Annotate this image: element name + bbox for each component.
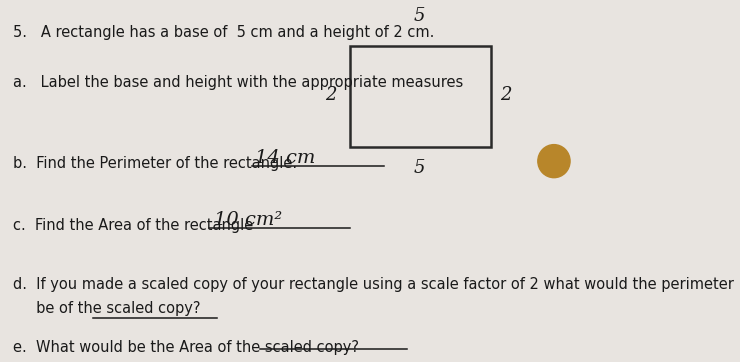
Text: 5: 5 <box>414 7 425 25</box>
Text: c.  Find the Area of the rectangle: c. Find the Area of the rectangle <box>13 218 253 233</box>
Text: 2: 2 <box>326 86 337 104</box>
Text: 5.   A rectangle has a base of  5 cm and a height of 2 cm.: 5. A rectangle has a base of 5 cm and a … <box>13 25 434 40</box>
Text: 14 cm: 14 cm <box>255 149 315 167</box>
Bar <box>349 46 491 147</box>
Text: be of the scaled copy?: be of the scaled copy? <box>13 300 201 316</box>
Text: 2: 2 <box>500 86 512 104</box>
Text: e.  What would be the Area of the scaled copy?: e. What would be the Area of the scaled … <box>13 340 359 355</box>
Text: 10 cm²: 10 cm² <box>215 211 283 229</box>
Text: d.  If you made a scaled copy of your rectangle using a scale factor of 2 what w: d. If you made a scaled copy of your rec… <box>13 277 733 291</box>
Text: b.  Find the Perimeter of the rectangle.: b. Find the Perimeter of the rectangle. <box>13 156 297 171</box>
Text: 5: 5 <box>414 159 425 177</box>
Ellipse shape <box>538 144 570 178</box>
Text: a.   Label the base and height with the appropriate measures: a. Label the base and height with the ap… <box>13 75 463 90</box>
